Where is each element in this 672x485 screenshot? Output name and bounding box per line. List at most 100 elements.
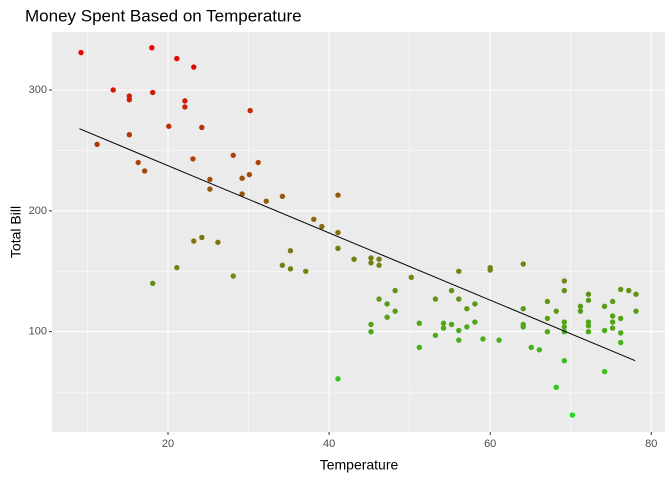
point (368, 255, 374, 261)
point (569, 412, 576, 418)
point (135, 159, 141, 166)
point (472, 319, 478, 325)
point (287, 248, 294, 254)
point (544, 328, 551, 335)
point (520, 324, 526, 330)
point (149, 45, 155, 51)
point (166, 123, 172, 129)
point (585, 291, 592, 297)
x-tick-label: 80 (645, 438, 657, 450)
point (617, 330, 624, 336)
point (617, 339, 624, 346)
trend-line (79, 128, 636, 362)
point (207, 176, 213, 183)
y-tick-label: 300 (29, 84, 47, 96)
point (456, 327, 462, 334)
x-tick-label: 20 (162, 438, 174, 450)
point (536, 347, 543, 353)
point (633, 291, 639, 297)
point (392, 308, 398, 314)
point (528, 344, 534, 351)
point (190, 156, 196, 162)
point (335, 192, 341, 198)
point (376, 296, 382, 302)
point (456, 268, 462, 274)
point (553, 384, 559, 390)
point (585, 322, 592, 329)
point (585, 297, 592, 303)
point (416, 344, 423, 351)
point (279, 262, 286, 268)
point (408, 274, 414, 281)
point (601, 368, 608, 375)
point (207, 186, 213, 192)
point (561, 278, 568, 284)
point (335, 229, 341, 236)
point (601, 327, 608, 334)
point (561, 319, 568, 325)
point (456, 296, 462, 302)
point (487, 267, 493, 273)
y-axis-label: Total Bill (8, 206, 24, 258)
point (376, 256, 382, 262)
point (520, 261, 526, 267)
point (561, 358, 568, 364)
point (182, 98, 188, 104)
point (480, 336, 486, 342)
point (392, 287, 398, 294)
point (110, 87, 116, 93)
point (199, 124, 205, 131)
point (351, 256, 357, 262)
point (440, 320, 447, 326)
point (239, 191, 245, 197)
point (279, 193, 286, 200)
point (496, 337, 502, 343)
point (287, 266, 294, 272)
point (626, 287, 632, 294)
point (311, 216, 317, 223)
point (609, 325, 616, 331)
y-tick-label: 200 (29, 205, 47, 217)
point (368, 328, 374, 335)
point (561, 324, 568, 330)
point (553, 308, 559, 314)
point (577, 303, 584, 310)
point (94, 141, 100, 148)
point (239, 175, 245, 181)
point (384, 301, 390, 307)
point (319, 223, 325, 230)
x-tick-label: 40 (323, 438, 335, 450)
point (432, 332, 439, 339)
point (199, 234, 205, 241)
point (456, 337, 462, 343)
point (303, 268, 309, 274)
x-tick-label: 60 (484, 438, 496, 450)
plot-panel (52, 32, 665, 432)
point (561, 287, 568, 294)
point (126, 132, 133, 138)
point (191, 238, 197, 244)
point (448, 287, 455, 294)
point (335, 245, 341, 252)
point (617, 315, 624, 322)
point (149, 280, 156, 287)
point (174, 55, 180, 62)
point (617, 286, 624, 293)
point (335, 376, 341, 382)
point (368, 260, 374, 266)
point (609, 313, 616, 319)
point (577, 308, 584, 314)
chart-title: Money Spent Based on Temperature (25, 6, 302, 25)
point (263, 198, 269, 204)
point (416, 320, 423, 326)
point (544, 315, 551, 322)
point (126, 96, 133, 103)
point (609, 319, 616, 325)
point (464, 324, 470, 330)
point (246, 171, 253, 178)
point (78, 49, 84, 56)
point (520, 306, 526, 312)
point (464, 306, 470, 312)
point (141, 168, 148, 174)
